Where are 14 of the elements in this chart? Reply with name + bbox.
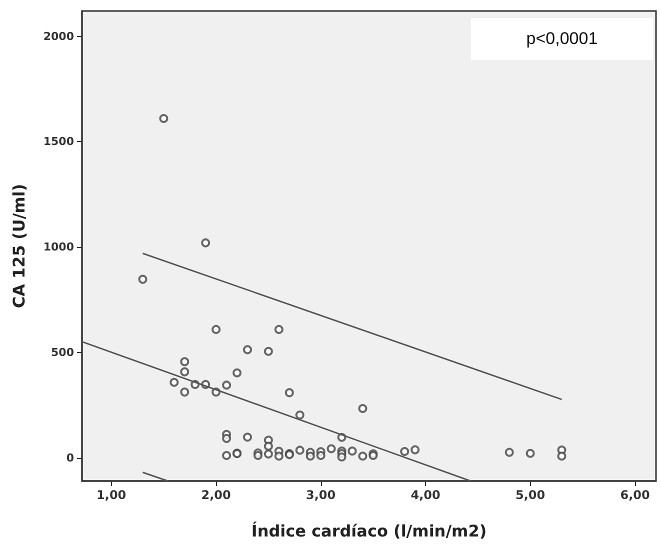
x-tick-label: 2,00: [201, 488, 231, 502]
x-tick-label: 6,00: [620, 488, 650, 502]
x-axis-title: Índice cardíaco (l/min/m2): [251, 522, 487, 540]
x-tick-label: 3,00: [306, 488, 336, 502]
y-tick-label: 500: [51, 346, 74, 359]
note-box: p<0,0001: [471, 18, 653, 60]
y-axis-title: CA 125 (U/ml): [10, 184, 28, 308]
y-tick-label: 1500: [43, 135, 74, 148]
x-tick-label: 1,00: [96, 488, 126, 502]
y-tick-label: 1000: [43, 240, 74, 254]
y-tick-label: 2000: [43, 30, 74, 43]
x-tick-label: 5,00: [516, 488, 546, 502]
x-tick-label: 4,00: [410, 488, 440, 502]
y-tick-label: 0: [66, 451, 74, 464]
